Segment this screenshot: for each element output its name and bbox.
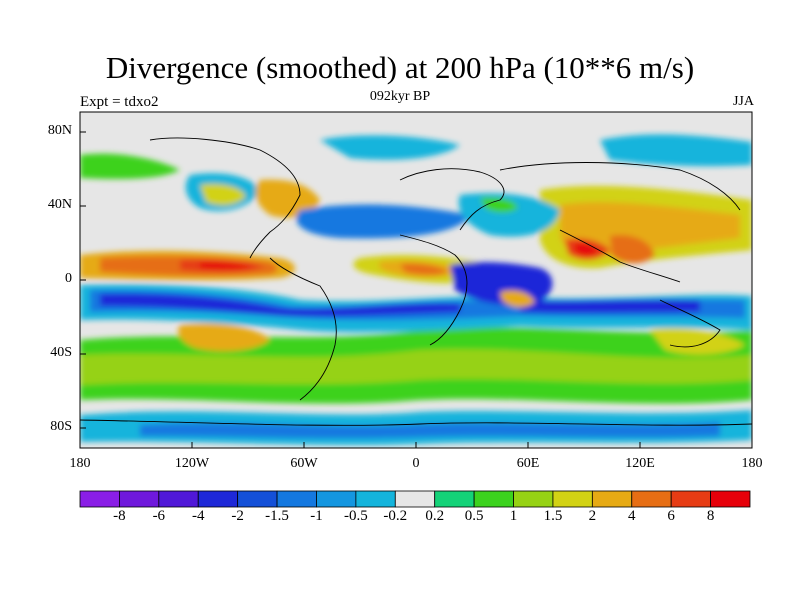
colorbar-label: -8 — [113, 508, 126, 524]
colorbar-swatch — [237, 490, 278, 508]
colorbar-swatch — [197, 490, 239, 508]
colorbar-label: 2 — [588, 508, 597, 524]
y-tick-label: 40S — [50, 345, 72, 360]
colorbar-label: -0.2 — [383, 508, 408, 524]
colorbar-swatch — [316, 490, 357, 508]
experiment-label: Expt = tdxo2 — [80, 94, 159, 110]
colorbar-label: -1 — [310, 508, 323, 524]
x-tick-label: 180 — [741, 456, 763, 471]
x-tick-label: 60E — [516, 456, 540, 471]
coastlines — [80, 137, 752, 426]
x-tick-label: 120E — [625, 456, 655, 471]
colorbar-swatch — [276, 490, 317, 508]
colorbar-swatch — [710, 490, 751, 508]
y-tick-label: 0 — [65, 271, 72, 286]
colorbar-swatch — [79, 490, 120, 508]
y-tick-label: 80S — [50, 419, 72, 434]
colorbar-swatch — [119, 490, 160, 508]
colorbar-label: -2 — [231, 508, 244, 524]
colorbar-swatch — [513, 490, 554, 508]
colorbar-swatch — [355, 490, 396, 508]
colorbar-swatch — [434, 490, 475, 508]
divergence-field — [80, 112, 752, 448]
colorbar-label: 1 — [509, 508, 518, 524]
colorbar-swatch — [473, 490, 514, 508]
colorbar-label: 0.5 — [464, 508, 484, 524]
colorbar-label: 1.5 — [543, 508, 563, 524]
y-tick-label: 40N — [47, 197, 72, 212]
colorbar-label: 4 — [628, 508, 636, 524]
colorbar-swatch — [631, 490, 672, 508]
x-tick-label: 120W — [174, 456, 210, 471]
colorbar-label: -4 — [191, 508, 205, 524]
colorbar-label: -1.5 — [265, 508, 289, 524]
colorbar-label: -6 — [152, 508, 166, 524]
colorbar-swatch — [158, 490, 199, 508]
map-title: Divergence (smoothed) at 200 hPa (10**6 … — [105, 50, 695, 85]
colorbar-label: -0.5 — [344, 508, 368, 524]
colorbar-swatch — [552, 490, 593, 508]
x-tick-label: 180 — [69, 456, 91, 471]
colorbar-swatch — [670, 490, 711, 508]
colorbar-swatch — [591, 490, 633, 508]
colorbar — [79, 490, 751, 508]
colorbar-label: 6 — [667, 508, 675, 524]
season-label: JJA — [732, 94, 754, 109]
colorbar-swatch — [394, 490, 436, 508]
time-label: 092kyr BP — [369, 89, 431, 104]
y-tick-label: 80N — [47, 123, 72, 138]
colorbar-label: 0.2 — [425, 508, 445, 524]
x-tick-label: 0 — [412, 456, 420, 471]
x-tick-label: 60W — [290, 456, 318, 471]
colorbar-label: 8 — [706, 508, 715, 524]
